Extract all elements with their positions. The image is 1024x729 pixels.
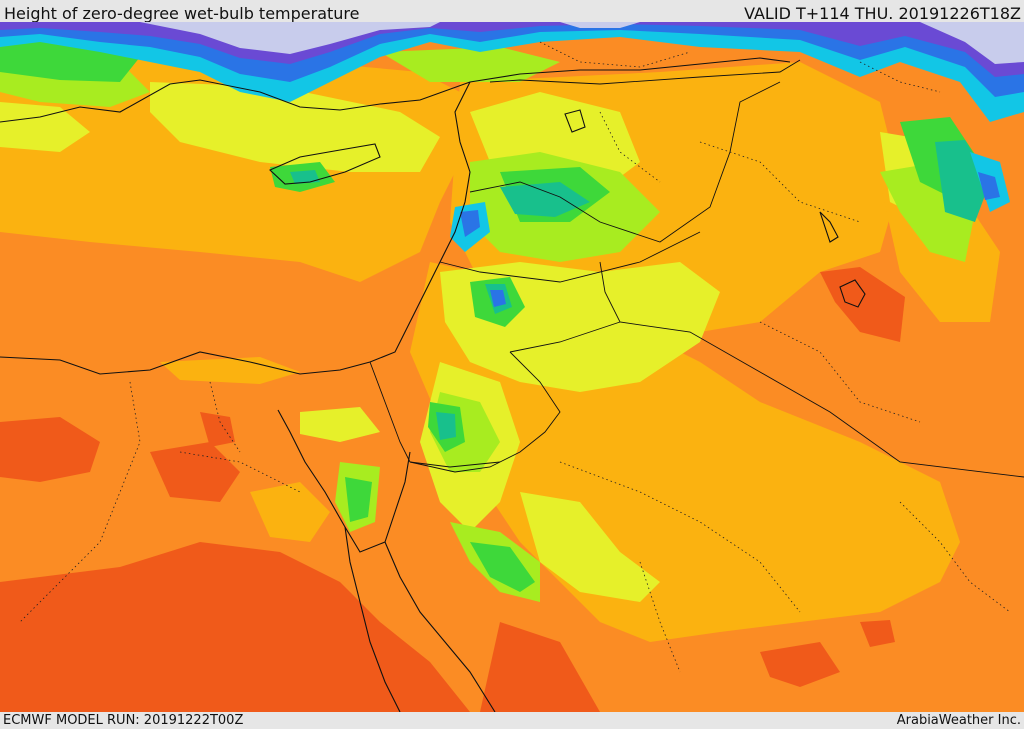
country-borders [369, 59, 1024, 478]
header-bar: Height of zero-degree wet-bulb temperatu… [0, 0, 1024, 23]
footer-bar: ECMWF MODEL RUN: 20191222T00Z ArabiaWeat… [0, 712, 1024, 729]
valid-time-label: VALID T+114 THU. 20191226T18Z [744, 4, 1021, 23]
credit-label: ArabiaWeather Inc. [896, 713, 1021, 728]
map-canvas [0, 22, 1024, 712]
lavender-regions [140, 22, 1024, 64]
coastlines [0, 57, 866, 712]
map-title: Height of zero-degree wet-bulb temperatu… [4, 4, 360, 23]
model-run-label: ECMWF MODEL RUN: 20191222T00Z [3, 713, 244, 728]
deep-orange-regions [0, 267, 905, 712]
teal-regions [290, 140, 990, 440]
forecast-map [0, 22, 1024, 712]
province-boundaries [19, 41, 1011, 673]
